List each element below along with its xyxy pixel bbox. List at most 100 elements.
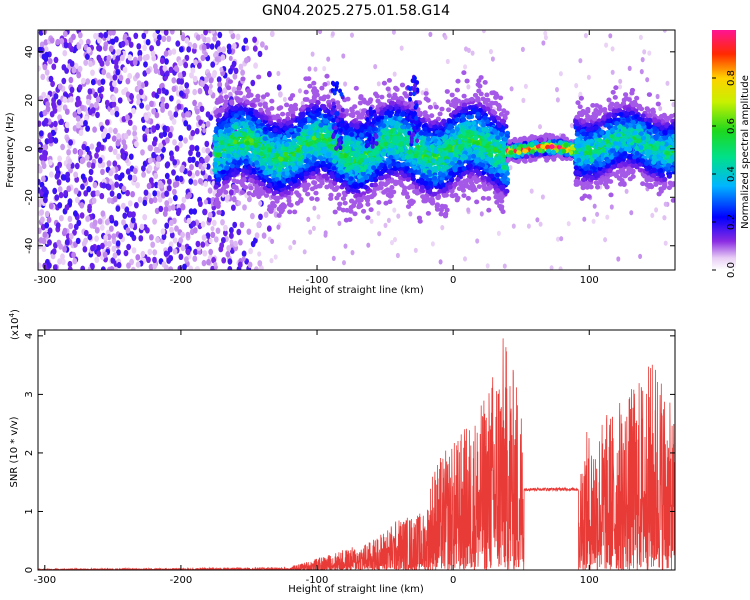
spectrogram-cell <box>480 195 486 201</box>
spectrogram-cell <box>64 108 70 115</box>
spectrogram-cell <box>603 237 608 243</box>
spectrogram-cell <box>68 139 73 146</box>
spectrogram-cell <box>66 163 71 170</box>
spectrogram-cell <box>106 72 111 79</box>
spectrogram-cell <box>130 217 136 224</box>
spectrogram-cell <box>408 211 413 217</box>
spectrogram-cell <box>169 30 175 35</box>
spectrogram-cell <box>210 61 216 68</box>
spectrogram-cell <box>185 111 190 118</box>
spectrogram-cell <box>511 223 516 229</box>
spectrogram-cell <box>164 222 170 229</box>
spectrogram-cell <box>175 209 181 217</box>
spectrogram-cell <box>50 80 55 88</box>
spectrogram-cell <box>357 114 364 120</box>
spectrogram-cell <box>254 266 259 270</box>
spectrogram-cell <box>163 250 169 257</box>
spectrogram-cell <box>43 196 48 204</box>
spectrogram-cell <box>231 196 237 203</box>
spectrogram-cell <box>292 239 297 245</box>
spectrogram-cell <box>114 181 119 188</box>
spectrogram-cell <box>102 44 108 52</box>
spectrogram-cell <box>208 248 214 256</box>
spectrogram-cell <box>66 185 72 192</box>
spectrogram-cell <box>120 54 125 62</box>
spectrogram-cell <box>292 209 298 215</box>
spectrogram-cell <box>45 101 50 108</box>
spectrogram-cell <box>254 232 260 239</box>
spectrogram-cell <box>306 216 311 222</box>
spectrogram-cell <box>183 137 188 144</box>
spectrogram-cell <box>114 63 119 71</box>
spectrogram-cell <box>94 101 99 109</box>
spectrogram-cell <box>235 33 241 40</box>
spectrogram-cell <box>239 221 245 229</box>
spectrogram-cell <box>71 67 77 74</box>
spectrogram-cell <box>159 69 165 77</box>
spectrogram-cell <box>146 256 151 263</box>
spectrogram-cell <box>219 66 224 73</box>
spectrogram-cell <box>198 178 203 185</box>
spectrogram-cell <box>232 221 238 229</box>
spectrogram-cell <box>348 205 354 210</box>
spectrogram-cell <box>121 219 126 226</box>
spectrogram-cell <box>213 109 219 115</box>
spectrogram-cell <box>111 135 117 142</box>
spectrogram-cell <box>42 149 47 157</box>
spectrogram-cell <box>538 221 543 227</box>
spectrogram-cell <box>62 30 68 38</box>
spectrogram-cell <box>163 50 169 57</box>
spectrogram-cell <box>586 74 591 80</box>
spectrogram-cell <box>96 244 101 252</box>
spectrogram-cell <box>449 92 455 98</box>
spectrogram-cell <box>91 197 97 204</box>
spectrogram-cell <box>276 224 281 230</box>
spectrogram-cell <box>197 87 203 95</box>
spectrogram-cell <box>663 201 668 207</box>
spectrogram-cell <box>434 202 440 208</box>
spectrogram-cell <box>132 59 138 66</box>
spectrogram-cell <box>280 111 286 117</box>
spectrogram-cell <box>114 110 120 118</box>
spectrogram-cell <box>137 50 143 57</box>
spectrogram-cell <box>256 221 262 229</box>
spectrogram-cell <box>261 232 267 239</box>
spectrogram-cell <box>208 83 213 89</box>
spectrogram-cell <box>79 202 85 209</box>
spectrogram-cell <box>172 139 177 146</box>
spectrogram-cell <box>144 127 150 135</box>
spectrogram-cell <box>520 46 525 53</box>
spectrogram-cell <box>538 124 542 130</box>
spectrogram-cell <box>257 251 262 257</box>
spectrogram-cell <box>112 196 118 203</box>
spectrogram-cell <box>64 239 70 246</box>
spectrogram-cell <box>509 86 514 92</box>
spectrogram-cell <box>81 143 87 151</box>
spectrogram-cell <box>194 108 200 115</box>
spectrogram-cell <box>466 84 471 90</box>
spectrogram-cell <box>97 218 103 225</box>
spectrogram-cell <box>153 181 159 189</box>
spectrogram-cell <box>113 58 119 66</box>
spectrogram-cell <box>96 141 102 148</box>
spectrogram-cell <box>48 75 54 83</box>
spectrogram-cell <box>86 98 91 106</box>
spectrogram-cell <box>115 240 121 247</box>
spectrogram-cell <box>209 43 215 50</box>
spectrogram-cell <box>38 130 44 137</box>
spectrogram-cell <box>618 78 623 84</box>
spectrogram-cell <box>203 30 208 36</box>
spectrogram-cell <box>650 212 655 218</box>
spectrogram-cell <box>662 215 667 221</box>
spectrogram-cell <box>335 100 341 105</box>
spectrogram-cell <box>373 64 378 70</box>
spectrogram-cell <box>176 103 182 110</box>
spectrogram-cell <box>227 258 233 265</box>
spectrogram-cell <box>124 206 130 213</box>
spectrogram-cell <box>445 58 450 65</box>
spectrogram-cell <box>77 99 82 107</box>
spectrogram-cell <box>147 165 153 172</box>
spectrogram-cell <box>162 210 168 217</box>
spectrogram-cell <box>396 213 401 219</box>
spectrogram-cell <box>171 77 177 84</box>
